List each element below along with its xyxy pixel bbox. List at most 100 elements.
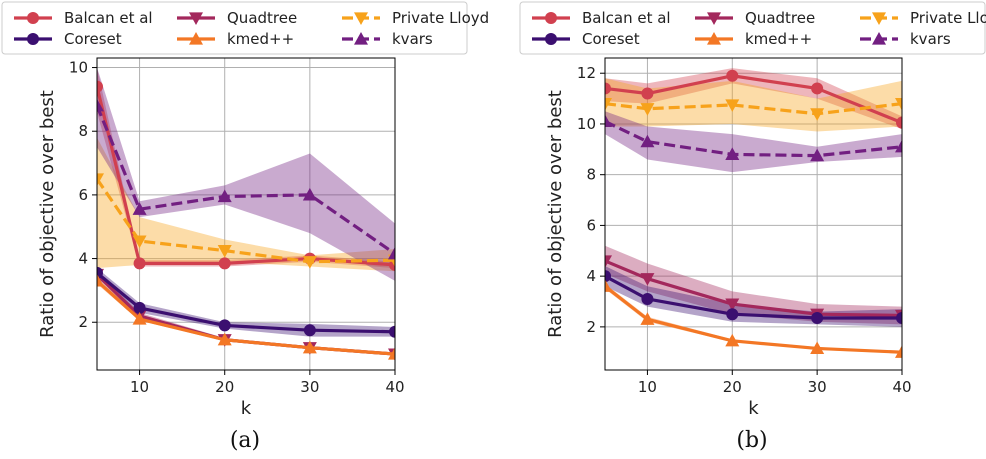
legend-label: kmed++ <box>745 30 812 48</box>
data-point <box>726 69 739 82</box>
data-point <box>895 345 902 358</box>
data-point <box>896 312 902 324</box>
data-area <box>605 68 902 358</box>
data-point <box>132 312 147 325</box>
legend-label: Coreset <box>582 30 640 48</box>
y-axis-label: Ratio of objective over best <box>37 90 58 338</box>
data-point <box>810 148 825 162</box>
legend-marker <box>707 32 721 45</box>
y-tick-label: 8 <box>586 166 596 184</box>
panel-caption: (b) <box>736 428 767 453</box>
data-point <box>896 116 902 129</box>
data-point <box>895 139 902 153</box>
data-point <box>810 108 825 121</box>
data-point <box>605 270 611 283</box>
legend-label: Quadtree <box>745 9 815 27</box>
data-point <box>640 103 655 116</box>
data-point <box>97 173 104 186</box>
data-point <box>217 245 232 258</box>
y-tick-label: 10 <box>69 59 88 77</box>
y-tick-label: 8 <box>78 122 88 140</box>
confidence-band <box>97 67 395 281</box>
data-point <box>389 325 395 338</box>
confidence-band <box>605 245 902 325</box>
legend-marker <box>545 33 557 45</box>
data-point <box>725 333 740 347</box>
data-point <box>302 256 317 269</box>
data-point <box>641 292 654 305</box>
data-point <box>726 308 739 321</box>
legend-label: kvars <box>392 30 433 48</box>
series-line <box>605 102 902 116</box>
confidence-band <box>605 68 902 130</box>
x-tick-label: 30 <box>300 378 319 396</box>
legend-label: Balcan et al <box>582 9 671 27</box>
legend-label: kmed++ <box>227 30 294 48</box>
y-axis-label: Ratio of objective over best <box>545 90 566 338</box>
data-point <box>97 266 103 279</box>
legend: Balcan et al Quadtree Private Lloyd Coreset… <box>519 1 986 55</box>
x-tick-label: 40 <box>385 378 404 396</box>
data-area <box>97 67 395 362</box>
chart-panel-1: 10 20 30 40 2 4 6 8 10 k Ratio of objective over b… <box>1 1 489 453</box>
x-tick-label: 10 <box>638 378 657 396</box>
confidence-band <box>97 137 395 272</box>
data-point <box>605 82 611 95</box>
data-point <box>218 257 231 270</box>
data-point <box>895 98 902 111</box>
data-point <box>133 301 146 314</box>
y-tick-label: 10 <box>577 115 596 133</box>
data-point <box>640 312 655 325</box>
data-point <box>605 114 612 128</box>
legend-label: kvars <box>910 30 951 48</box>
x-tick-label: 40 <box>892 378 911 396</box>
confidence-band <box>605 78 902 132</box>
confidence-band <box>605 266 902 327</box>
legend-marker <box>545 12 557 24</box>
data-point <box>132 202 147 215</box>
x-axis-label: k <box>748 398 759 419</box>
legend-marker <box>354 32 368 45</box>
y-tick-label: 2 <box>586 318 596 336</box>
data-point <box>302 340 317 354</box>
y-tick-label: 12 <box>577 64 596 82</box>
legend: Balcan et al Quadtree Private Lloyd Coreset… <box>1 1 489 55</box>
data-point <box>810 341 825 355</box>
legend-marker <box>707 12 721 25</box>
data-point <box>97 98 104 112</box>
data-point <box>605 98 612 111</box>
data-point <box>302 187 317 201</box>
data-point <box>725 298 740 312</box>
x-tick-label: 20 <box>723 378 742 396</box>
legend-marker <box>354 12 368 25</box>
data-point <box>217 189 232 203</box>
data-point <box>725 99 740 112</box>
y-tick-label: 2 <box>78 313 88 331</box>
legend-label: Coreset <box>64 30 122 48</box>
data-point <box>388 347 395 360</box>
legend-label: Private Lloyd <box>910 9 986 27</box>
data-point <box>303 324 316 337</box>
data-point <box>97 80 103 93</box>
legend-marker <box>27 12 39 24</box>
legend-label: Balcan et al <box>64 9 153 27</box>
data-point <box>811 82 824 95</box>
legend-marker <box>27 33 39 45</box>
data-point <box>133 257 146 270</box>
x-tick-label: 20 <box>215 378 234 396</box>
panel-caption: (a) <box>230 428 260 453</box>
data-point <box>97 273 104 287</box>
confidence-band <box>605 111 902 173</box>
y-tick-label: 6 <box>78 186 88 204</box>
x-tick-label: 30 <box>808 378 827 396</box>
data-point <box>605 279 612 292</box>
legend-box <box>519 1 986 55</box>
x-axis-label: k <box>241 398 252 419</box>
data-point <box>640 134 655 148</box>
data-point <box>218 319 231 332</box>
data-point <box>641 87 654 100</box>
plot-frame <box>96 57 396 371</box>
chart-panel-2: 10 20 30 40 2 4 6 8 10 12 k Ratio of objective over… <box>519 1 986 453</box>
data-point <box>388 246 395 260</box>
